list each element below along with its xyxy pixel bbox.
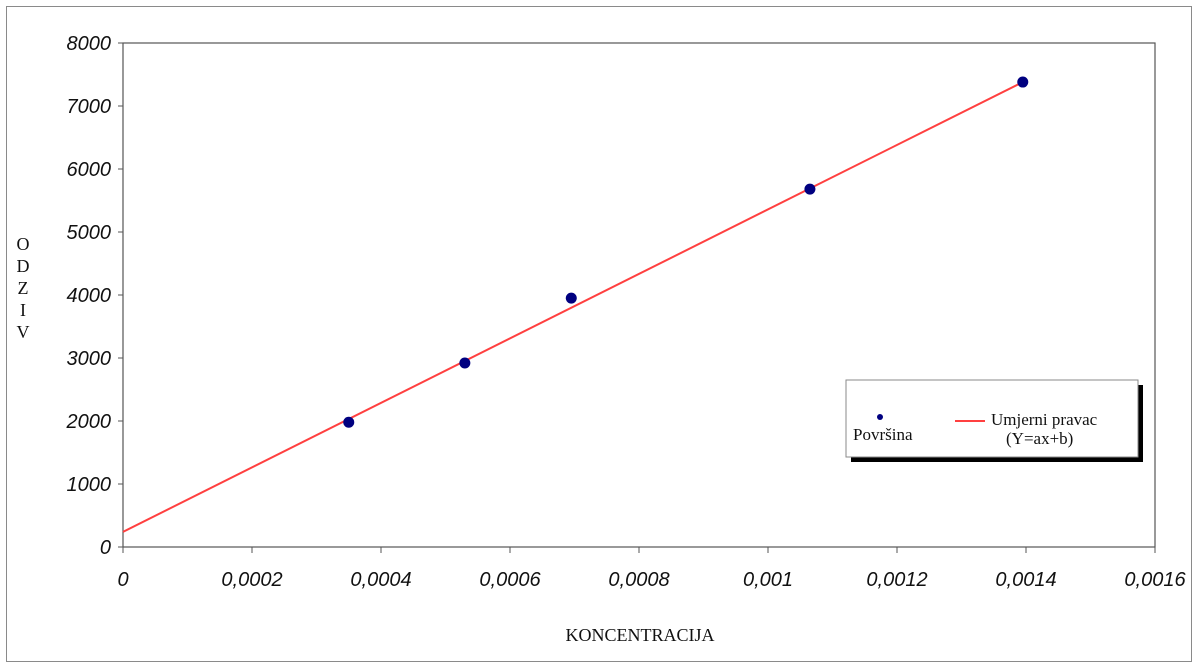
chart-frame [6, 6, 1192, 662]
fit-line [122, 81, 1024, 533]
legend-line-label-2: (Y=ax+b) [1006, 429, 1073, 448]
x-axis-title: KONCENTRACIJA [565, 625, 714, 645]
fit-line-series [122, 81, 1024, 533]
x-tick-label: 0,0006 [479, 569, 541, 591]
data-point [343, 416, 355, 428]
y-tick-label: 7000 [67, 96, 112, 118]
axes [122, 42, 1156, 548]
x-tick-label: 0,0014 [995, 569, 1056, 591]
legend-box [845, 379, 1139, 458]
x-tick-label: 0,0004 [350, 569, 411, 591]
y-tick-label: 1000 [67, 474, 112, 496]
x-tick-label: 0,0002 [221, 569, 282, 591]
x-tick-labels: 0 0,0002 0,0004 0,0006 0,0008 0,001 0,0012 0,00… [117, 547, 1186, 591]
y-tick-label: 2000 [66, 411, 112, 433]
legend-line-label: Umjerni pravac [991, 410, 1098, 429]
y-axis-title-letter: V [17, 322, 30, 342]
legend-points-marker [877, 414, 883, 420]
x-tick-label: 0,0016 [1124, 569, 1186, 591]
data-point [804, 183, 816, 195]
y-tick-label: 3000 [67, 348, 112, 370]
x-tick-label: 0,0012 [866, 569, 927, 591]
y-tick-label: 8000 [67, 33, 112, 55]
y-tick-label: 0 [100, 537, 111, 559]
x-tick-label: 0,001 [743, 569, 793, 591]
data-point [459, 357, 471, 369]
x-tick-label: 0,0008 [608, 569, 669, 591]
legend: Površina Umjerni pravac (Y=ax+b) [845, 379, 1143, 462]
y-tick-labels: 0 1000 2000 3000 4000 5000 6000 7000 8000 [66, 33, 123, 559]
y-tick-label: 4000 [67, 285, 112, 307]
y-axis-title-letter: Z [18, 278, 29, 298]
y-axis-title-letter: I [20, 300, 26, 320]
data-point [565, 292, 577, 304]
data-point [1017, 76, 1029, 88]
legend-points-label: Površina [853, 425, 913, 444]
y-tick-label: 5000 [67, 222, 112, 244]
y-tick-label: 6000 [67, 159, 112, 181]
x-tick-label: 0 [117, 569, 128, 591]
y-axis-title-letter: O [17, 234, 30, 254]
points-series [343, 76, 1029, 428]
y-axis-title-letter: D [17, 256, 30, 276]
plot-area [122, 42, 1156, 548]
